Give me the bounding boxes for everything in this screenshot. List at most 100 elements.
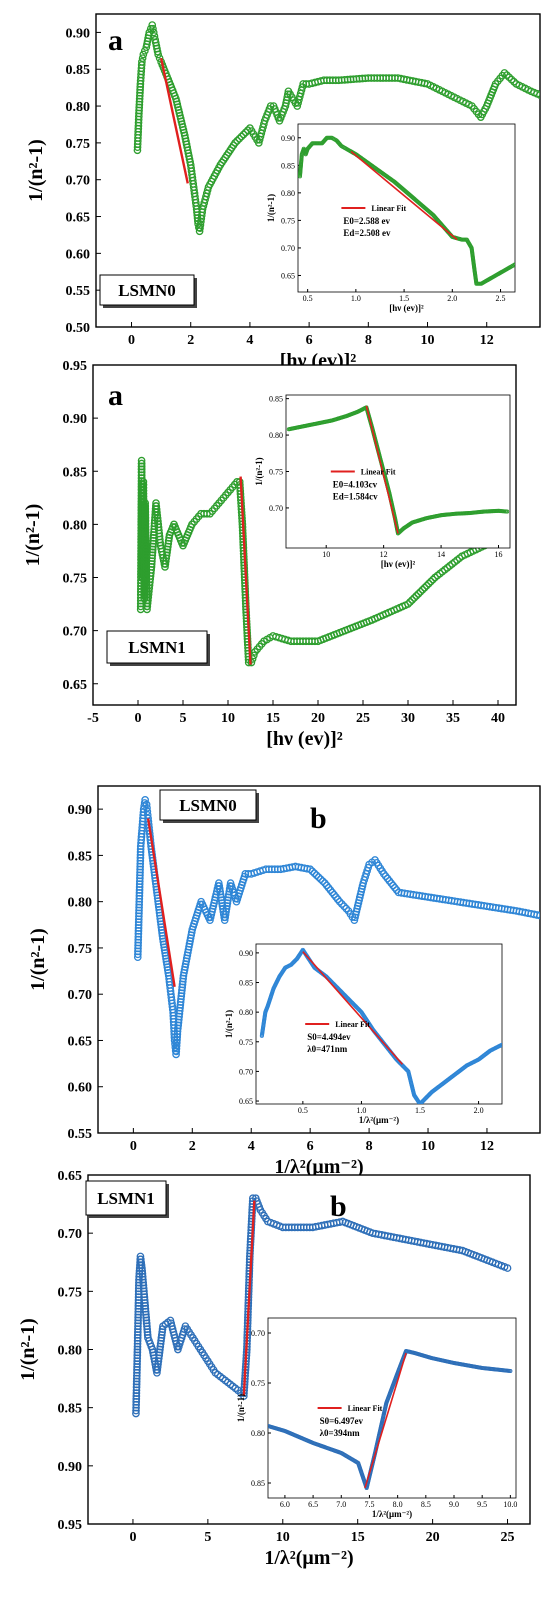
chart-panel-2: -5 0 5 10 15 20 25 30 35 40 0.65 0.70 0.75 0.80 0.85 0.… <box>22 359 517 750</box>
data-point <box>418 585 427 594</box>
series-group <box>132 1194 512 1418</box>
series-group <box>133 21 540 236</box>
inset-x-tick-label: 9.0 <box>449 1500 459 1509</box>
data-point <box>410 594 419 602</box>
y-axis-title: 1/(n²-1) <box>22 504 44 567</box>
data-point <box>412 592 421 600</box>
x-tick-label: 5 <box>204 1530 211 1545</box>
inset-chart: 0.5 1.0 1.5 2.0 0.65 0.70 0.75 0.80 0.85 0.90 1/λ²… <box>224 943 503 1125</box>
data-point <box>422 581 431 590</box>
inset-x-tick-label: 1.5 <box>399 294 409 303</box>
x-tick-label: 6 <box>306 333 313 348</box>
data-point <box>335 897 344 906</box>
y-tick-label: 0.90 <box>68 803 93 818</box>
inset-data-point <box>499 1042 502 1047</box>
data-point <box>429 575 437 584</box>
y-tick-label: 0.75 <box>58 1285 83 1300</box>
data-point <box>235 134 244 143</box>
inset-y-tick-label: 0.75 <box>269 468 283 477</box>
linear-fit-line <box>159 57 189 184</box>
chart-panel-1: 0 2 4 6 8 10 12 0.50 0.55 0.60 0.65 0.70 0.75 0.80 0.8… <box>25 13 541 372</box>
inset-y-tick-label: 0.90 <box>239 949 253 958</box>
inset-x-tick-label: 12 <box>380 550 388 559</box>
data-point <box>316 875 325 884</box>
inset-data-point <box>508 1368 513 1374</box>
x-tick-label: 0 <box>128 333 135 348</box>
inset-series-group <box>286 405 510 536</box>
data-point <box>426 577 435 586</box>
y-tick-label: 0.70 <box>58 1227 83 1242</box>
x-axis-title: 1/λ²(μm⁻²) <box>274 1156 363 1178</box>
y-tick-label: 0.90 <box>58 1460 83 1475</box>
inset-data-point <box>512 262 515 267</box>
x-tick-label: 4 <box>246 333 253 348</box>
y-tick-label: 0.65 <box>68 1034 93 1049</box>
inset-y-tick-label: 0.70 <box>251 1329 265 1338</box>
fit-parameter-text: Ed=1.584cv <box>333 492 378 502</box>
y-tick-label: 0.85 <box>63 465 88 480</box>
inset-y-tick-label: 0.80 <box>251 1429 265 1438</box>
y-tick-label: 0.95 <box>63 359 88 374</box>
inset-y-axis-title: 1/(n²-1) <box>266 194 276 222</box>
inset-y-tick-label: 0.85 <box>251 1479 265 1488</box>
x-tick-label: 8 <box>366 1139 373 1154</box>
inset-plot-frame <box>297 123 516 293</box>
panel-letter: a <box>108 379 123 412</box>
fit-parameter-text: λ0=394nm <box>320 1428 361 1438</box>
x-tick-label: -5 <box>87 711 99 726</box>
inset-x-tick-label: 8.5 <box>421 1500 431 1509</box>
inset-y-axis-title: 1/(n²-1) <box>236 1394 246 1422</box>
inset-x-tick-label: 1.5 <box>415 1106 425 1115</box>
data-point <box>416 587 425 596</box>
inset-y-tick-label: 0.65 <box>239 1097 253 1106</box>
y-tick-label: 0.85 <box>66 63 91 78</box>
data-point <box>340 902 348 911</box>
data-point <box>318 877 327 886</box>
x-tick-label: 20 <box>426 1530 440 1545</box>
legend-label: Linear Fit <box>348 1404 383 1413</box>
data-point <box>149 28 158 37</box>
inset-x-axis-title: 1/λ²(μm⁻²) <box>359 1115 399 1125</box>
data-point <box>312 871 321 880</box>
panel-letter: b <box>330 1190 347 1223</box>
x-tick-label: 4 <box>248 1139 255 1154</box>
inset-x-tick-label: 6.5 <box>308 1500 318 1509</box>
data-point <box>404 600 412 608</box>
data-point <box>308 867 317 876</box>
data-point <box>149 24 157 33</box>
linear-fit-line <box>242 1200 256 1397</box>
inset-series-group <box>259 947 502 1104</box>
data-point <box>342 904 351 913</box>
data-point <box>148 21 157 29</box>
y-tick-label: 0.55 <box>68 1127 93 1142</box>
data-point <box>231 139 239 147</box>
inset-y-tick-label: 0.75 <box>281 216 295 225</box>
y-axis-title: 1/(n²-1) <box>27 928 49 991</box>
inset-y-tick-label: 0.75 <box>239 1038 253 1047</box>
y-tick-label: 0.65 <box>63 678 88 693</box>
x-tick-label: 0 <box>130 1139 137 1154</box>
sample-label-box <box>159 789 257 821</box>
x-tick-label: 30 <box>401 711 415 726</box>
data-point <box>502 71 511 79</box>
inset-y-tick-label: 0.80 <box>281 189 295 198</box>
x-tick-label: 15 <box>266 711 280 726</box>
x-tick-label: 0 <box>135 711 142 726</box>
data-point <box>155 54 164 63</box>
y-tick-label: 0.70 <box>68 988 93 1003</box>
panel-letter: b <box>310 802 327 835</box>
inset-x-tick-label: 14 <box>437 550 445 559</box>
inset-x-tick-label: 2.0 <box>447 294 457 303</box>
x-tick-label: 8 <box>365 333 372 348</box>
y-tick-label: 0.70 <box>63 625 88 640</box>
fit-parameter-text: S0=4.494ev <box>307 1032 351 1042</box>
inset-plot-frame <box>255 943 503 1105</box>
linear-fit-line <box>239 476 252 665</box>
y-tick-label: 0.60 <box>66 247 91 262</box>
inset-chart: 0.5 1.0 1.5 2.0 2.5 0.65 0.70 0.75 0.80 0.85 0.90 [… <box>266 123 516 313</box>
data-point <box>510 77 518 86</box>
inset-y-tick-label: 0.85 <box>281 161 295 170</box>
inset-x-tick-label: 1.0 <box>351 294 361 303</box>
inset-y-tick-label: 0.85 <box>239 979 253 988</box>
